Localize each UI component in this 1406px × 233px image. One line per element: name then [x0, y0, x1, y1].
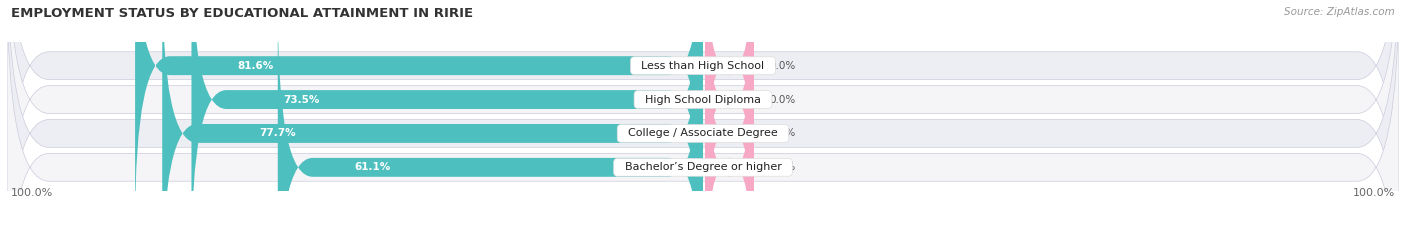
- Text: Source: ZipAtlas.com: Source: ZipAtlas.com: [1284, 7, 1395, 17]
- Text: 0.0%: 0.0%: [769, 128, 796, 138]
- FancyBboxPatch shape: [135, 0, 703, 226]
- FancyBboxPatch shape: [704, 0, 754, 192]
- FancyBboxPatch shape: [704, 41, 754, 233]
- FancyBboxPatch shape: [191, 0, 703, 233]
- FancyBboxPatch shape: [7, 0, 1399, 233]
- Text: High School Diploma: High School Diploma: [638, 95, 768, 105]
- Text: 0.0%: 0.0%: [769, 95, 796, 105]
- Text: 73.5%: 73.5%: [284, 95, 321, 105]
- Text: College / Associate Degree: College / Associate Degree: [621, 128, 785, 138]
- FancyBboxPatch shape: [7, 0, 1399, 233]
- Text: 77.7%: 77.7%: [260, 128, 297, 138]
- Text: 0.0%: 0.0%: [769, 162, 796, 172]
- Text: 61.1%: 61.1%: [354, 162, 391, 172]
- FancyBboxPatch shape: [162, 0, 703, 233]
- FancyBboxPatch shape: [704, 7, 754, 233]
- Text: Less than High School: Less than High School: [634, 61, 772, 71]
- Text: 100.0%: 100.0%: [10, 188, 53, 198]
- FancyBboxPatch shape: [704, 0, 754, 226]
- FancyBboxPatch shape: [278, 7, 703, 233]
- FancyBboxPatch shape: [7, 0, 1399, 233]
- Text: 0.0%: 0.0%: [769, 61, 796, 71]
- Text: Bachelor’s Degree or higher: Bachelor’s Degree or higher: [617, 162, 789, 172]
- Text: 100.0%: 100.0%: [1353, 188, 1396, 198]
- Text: EMPLOYMENT STATUS BY EDUCATIONAL ATTAINMENT IN RIRIE: EMPLOYMENT STATUS BY EDUCATIONAL ATTAINM…: [11, 7, 474, 20]
- Text: 81.6%: 81.6%: [238, 61, 274, 71]
- FancyBboxPatch shape: [7, 0, 1399, 233]
